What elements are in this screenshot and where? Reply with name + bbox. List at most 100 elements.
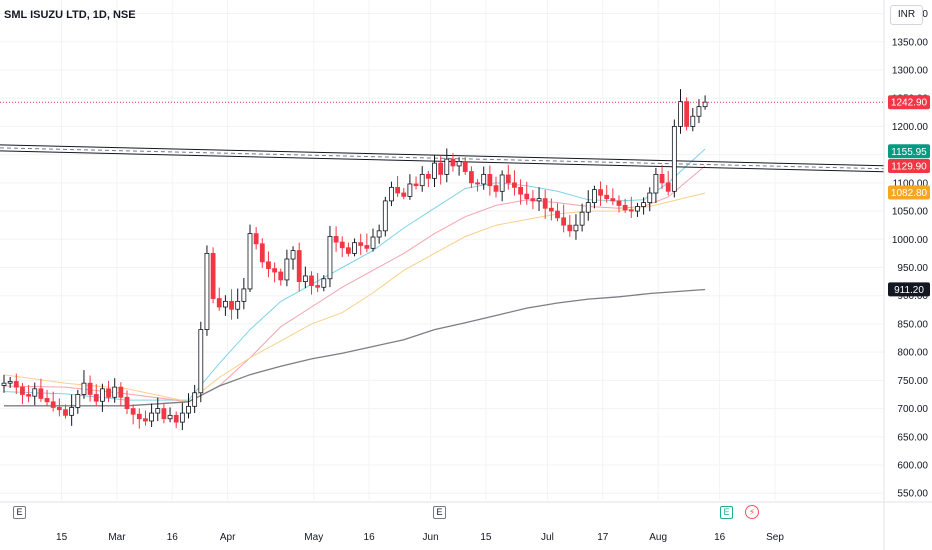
- time-axis[interactable]: 15 Mar 16 Apr May 16 Jun 15 Jul 17 Aug 16 Sep: [56, 532, 784, 543]
- candle-body: [223, 301, 227, 307]
- candle: [402, 188, 406, 199]
- candle-body: [648, 193, 652, 203]
- symbol-title: SML ISUZU LTD, 1D, NSE: [4, 9, 136, 21]
- candle: [33, 383, 37, 406]
- candle: [672, 120, 676, 198]
- earnings-event-icon[interactable]: E: [433, 506, 446, 519]
- split-event-icon[interactable]: ⚡: [745, 505, 759, 519]
- candle: [445, 148, 449, 182]
- candle-body: [402, 193, 406, 196]
- candle-body: [230, 301, 234, 309]
- candle-body: [39, 389, 43, 399]
- candle: [426, 171, 430, 187]
- candle-body: [248, 234, 252, 289]
- candle: [463, 157, 467, 175]
- price-label: 1242.90: [888, 95, 930, 109]
- candle: [39, 379, 43, 402]
- y-tick-label: 550.00: [897, 489, 928, 500]
- candle-body: [125, 397, 129, 408]
- candle: [76, 390, 80, 414]
- candle: [488, 166, 492, 196]
- candle: [100, 384, 104, 412]
- candle-body: [205, 253, 209, 329]
- candle-body: [586, 203, 590, 213]
- candle-body: [310, 276, 314, 286]
- candle-body: [556, 211, 560, 218]
- candle: [273, 263, 277, 283]
- candle-body: [137, 414, 141, 419]
- x-tick-label: Aug: [649, 532, 667, 543]
- candle: [162, 404, 166, 424]
- candle-body: [482, 174, 486, 184]
- candle: [353, 238, 357, 256]
- candle-body: [629, 210, 633, 211]
- candle-body: [617, 201, 621, 206]
- candle-body: [525, 194, 529, 199]
- candle-body: [64, 410, 68, 416]
- candle-body: [180, 413, 184, 422]
- candle-body: [543, 199, 547, 209]
- candle: [279, 269, 283, 286]
- candle-body: [642, 203, 646, 207]
- ma-line-20: [4, 149, 705, 400]
- candle-body: [562, 218, 566, 225]
- candle: [230, 289, 234, 319]
- candle-body: [592, 190, 596, 203]
- currency-button[interactable]: INR: [890, 5, 923, 25]
- x-tick-label: 16: [714, 532, 726, 543]
- candle-body: [119, 387, 123, 397]
- candle: [433, 155, 437, 187]
- y-tick-label: 1350.00: [892, 37, 929, 48]
- candle: [389, 182, 393, 206]
- candle: [168, 407, 172, 422]
- y-tick-label: 650.00: [897, 432, 928, 443]
- candle-body: [297, 251, 301, 282]
- ma-line-200: [4, 290, 705, 406]
- price-label: 1129.90: [888, 159, 930, 173]
- candle: [82, 370, 86, 399]
- candle-body: [217, 299, 221, 307]
- candle: [660, 165, 664, 189]
- candle-body: [57, 407, 61, 409]
- candle-body: [679, 102, 683, 127]
- candle: [494, 177, 498, 198]
- candle: [131, 404, 135, 424]
- candle: [580, 204, 584, 232]
- candle-body: [371, 237, 375, 248]
- candle-body: [100, 389, 104, 401]
- candle-body: [279, 272, 283, 280]
- candle: [635, 203, 639, 217]
- candle-body: [353, 243, 357, 254]
- candle-body: [143, 419, 147, 421]
- candle-body: [113, 387, 117, 397]
- candle: [119, 382, 123, 406]
- dividend-event-icon[interactable]: E: [720, 506, 733, 519]
- candle-body: [51, 402, 55, 408]
- candle-body: [187, 406, 191, 413]
- candle-body: [488, 174, 492, 185]
- y-tick-label: 1050.00: [892, 207, 929, 218]
- ma-line-100: [4, 193, 705, 402]
- candle: [611, 188, 615, 205]
- y-tick-label: 1000.00: [892, 235, 929, 246]
- candle-body: [328, 236, 332, 278]
- candle-body: [334, 236, 338, 242]
- candle-body: [549, 208, 553, 211]
- candle: [211, 247, 215, 303]
- candle-body: [691, 116, 695, 126]
- candle: [691, 108, 695, 131]
- candle: [180, 403, 184, 430]
- candle-body: [445, 159, 449, 174]
- candle-body: [273, 269, 277, 272]
- candle-body: [396, 187, 400, 193]
- candle-body: [703, 102, 707, 107]
- y-tick-label: 600.00: [897, 461, 928, 472]
- x-tick-label: May: [304, 532, 323, 543]
- candle: [543, 190, 547, 219]
- earnings-event-icon[interactable]: E: [13, 506, 26, 519]
- candle: [297, 243, 301, 292]
- candle-body: [168, 415, 172, 418]
- grid: [0, 0, 884, 500]
